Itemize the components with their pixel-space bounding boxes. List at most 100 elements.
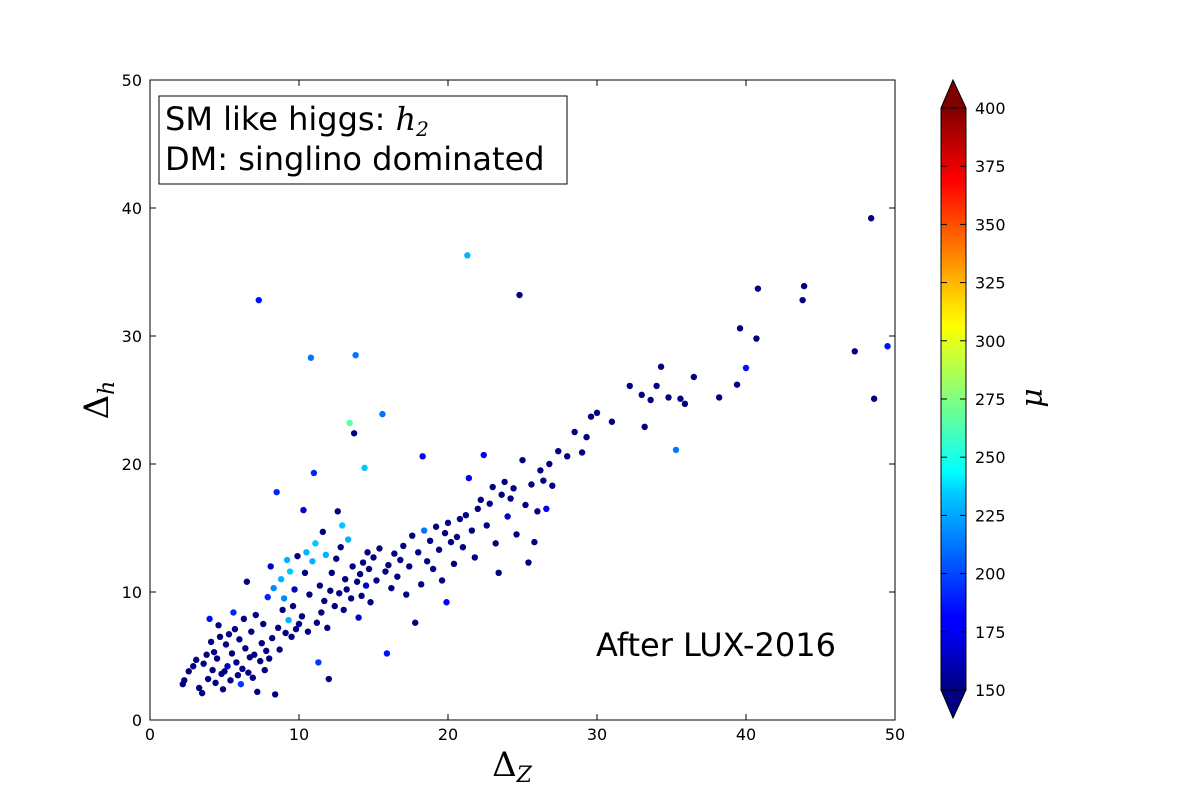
scatter-point — [200, 660, 207, 667]
scatter-point — [210, 648, 218, 656]
scatter-point — [216, 633, 224, 640]
scatter-point — [638, 391, 645, 399]
scatter-point — [347, 595, 355, 602]
scatter-point — [282, 629, 289, 637]
scatter-point — [263, 647, 270, 655]
scatter-point — [653, 382, 660, 390]
scatter-point — [313, 619, 321, 626]
scatter-point — [209, 666, 216, 674]
scatter-point — [400, 542, 407, 550]
y-axis-label-sub: h — [95, 381, 120, 395]
scatter-point — [243, 578, 251, 585]
scatter-point — [516, 291, 523, 299]
scatter-point — [681, 400, 689, 408]
scatter-point — [423, 558, 431, 565]
scatter-point — [884, 343, 891, 350]
scatter-point — [356, 570, 364, 578]
scatter-point — [468, 527, 476, 534]
scatter-point — [276, 646, 283, 653]
scatter-point — [344, 536, 352, 543]
scatter-point — [534, 508, 541, 515]
scatter-point — [318, 609, 325, 616]
scatter-point — [391, 550, 398, 557]
scatter-point — [257, 657, 264, 665]
scatter-point — [333, 555, 340, 562]
colorbar-tick-label: 325 — [975, 274, 1006, 293]
annotation-text: After LUX-2016 — [596, 626, 836, 664]
scatter-point — [245, 669, 252, 676]
scatter-point — [190, 663, 197, 670]
scatter-point — [249, 674, 257, 681]
scatter-point — [540, 477, 547, 484]
colorbar-tick-label: 200 — [975, 565, 1006, 584]
y-tick-label: 20 — [122, 455, 142, 474]
y-tick-label: 30 — [122, 327, 142, 346]
info-box-line2: DM: singlino dominated — [165, 140, 545, 178]
scatter-point — [353, 578, 361, 585]
scatter-point — [340, 606, 347, 614]
info-box-line1: SM like higgs: h2 — [165, 100, 429, 141]
scatter-point — [341, 576, 349, 583]
scatter-point — [251, 651, 258, 658]
scatter-point — [206, 615, 213, 623]
scatter-point — [300, 506, 307, 514]
scatter-point — [274, 624, 282, 632]
scatter-point — [507, 495, 514, 502]
scatter-point — [349, 563, 356, 570]
x-tick-label: 10 — [289, 725, 309, 744]
scatter-point — [587, 413, 595, 420]
scatter-point — [291, 586, 298, 593]
scatter-point — [192, 656, 200, 664]
scatter-point — [383, 650, 391, 657]
scatter-point — [359, 559, 367, 566]
scatter-point — [647, 396, 654, 404]
scatter-point — [228, 650, 236, 657]
x-axis: 0 10 20 30 40 50 — [145, 80, 905, 744]
scatter-point — [799, 296, 806, 304]
scatter-point — [754, 285, 762, 292]
scatter-point — [306, 591, 313, 598]
scatter-point — [321, 597, 328, 605]
scatter-point — [608, 418, 616, 425]
scatter-point — [361, 464, 368, 472]
scatter-point — [420, 527, 428, 534]
colorbar-tick-label: 150 — [975, 681, 1006, 700]
scatter-point — [343, 586, 350, 593]
scatter-point — [438, 577, 446, 584]
scatter-point — [219, 686, 227, 693]
scatter-point — [867, 215, 875, 222]
scatter-point — [352, 352, 359, 359]
scatter-point — [213, 655, 221, 662]
scatter-point — [593, 409, 601, 416]
scatter-point — [733, 381, 741, 388]
scatter-point — [204, 675, 212, 683]
scatter-point — [495, 569, 502, 576]
y-tick-label: 40 — [122, 199, 142, 218]
plot-area — [149, 79, 896, 721]
scatter-point — [221, 668, 228, 675]
info-box-line1-text: SM like higgs: — [165, 100, 396, 138]
scatter-point — [266, 655, 273, 662]
scatter-point — [215, 622, 222, 629]
scatter-point — [412, 619, 419, 626]
scatter-point — [501, 478, 508, 486]
colorbar-tick-label: 400 — [975, 99, 1006, 118]
scatter-point — [325, 675, 332, 683]
scatter-point — [406, 563, 413, 570]
scatter-point — [248, 628, 255, 635]
y-axis-label-main: Δ — [77, 395, 117, 420]
scatter-point — [283, 556, 291, 564]
scatter-point — [525, 559, 532, 566]
colorbar-ticks: 150 175 200 225 250 275 300 325 350 375 400 — [941, 99, 1006, 700]
scatter-point — [225, 631, 233, 638]
info-box: SM like higgs: h2 DM: singlino dominated — [158, 95, 568, 185]
info-box-line1-sub: 2 — [415, 117, 429, 141]
scatter-point — [307, 354, 315, 361]
scatter-point — [334, 508, 341, 515]
scatter-point — [310, 469, 318, 477]
scatter-point — [239, 665, 246, 672]
scatter-point — [453, 533, 461, 541]
scatter-point — [419, 453, 426, 460]
scatter-point — [385, 561, 392, 569]
scatter-point — [294, 552, 301, 560]
